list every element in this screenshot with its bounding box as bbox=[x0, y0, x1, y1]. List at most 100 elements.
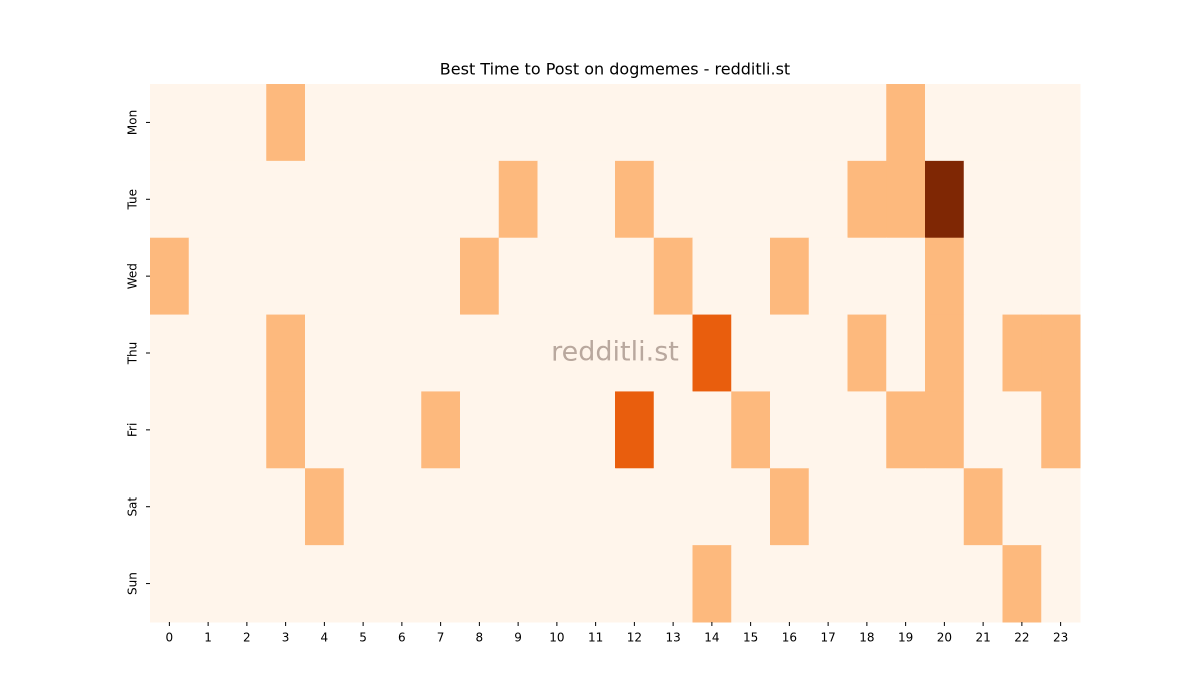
heatmap-cell bbox=[653, 237, 693, 316]
heatmap-cell bbox=[382, 237, 422, 316]
heatmap-cell bbox=[150, 237, 190, 316]
x-tick-label: 19 bbox=[898, 631, 913, 645]
heatmap-cell bbox=[731, 314, 771, 392]
x-tick-label: 14 bbox=[704, 631, 719, 645]
heatmap-cell bbox=[692, 160, 732, 239]
heatmap-cell bbox=[1002, 314, 1042, 392]
heatmap-cell bbox=[460, 545, 500, 623]
heatmap-cell bbox=[421, 314, 461, 392]
y-tick-label: Sat bbox=[126, 497, 140, 517]
heatmap-cell bbox=[963, 160, 1003, 239]
heatmap-cell bbox=[653, 314, 693, 392]
heatmap-cell bbox=[925, 468, 965, 546]
heatmap-cell bbox=[498, 237, 538, 316]
x-tick-label: 17 bbox=[820, 631, 835, 645]
heatmap-cell bbox=[537, 84, 577, 162]
heatmap-cell bbox=[537, 314, 577, 392]
x-tick-label: 3 bbox=[282, 631, 290, 645]
heatmap-cell bbox=[1002, 84, 1042, 162]
heatmap-cell bbox=[1041, 468, 1081, 546]
heatmap-cell bbox=[343, 391, 383, 469]
heatmap-cell bbox=[460, 468, 500, 546]
heatmap-cell bbox=[305, 160, 345, 239]
heatmap-cell bbox=[1002, 237, 1042, 316]
heatmap-cell bbox=[537, 545, 577, 623]
heatmap-cell bbox=[925, 545, 965, 623]
heatmap-cell bbox=[731, 160, 771, 239]
x-tick-label: 15 bbox=[743, 631, 758, 645]
heatmap-cell bbox=[731, 84, 771, 162]
heatmap-cell bbox=[847, 468, 887, 546]
heatmap-cell bbox=[925, 391, 965, 469]
heatmap-cell bbox=[266, 160, 306, 239]
heatmap-cell bbox=[498, 314, 538, 392]
heatmap-cell bbox=[886, 160, 926, 239]
heatmap-cell bbox=[305, 314, 345, 392]
heatmap-cell bbox=[305, 468, 345, 546]
heatmap-cell bbox=[692, 314, 732, 392]
heatmap-cell bbox=[808, 84, 848, 162]
heatmap-cell bbox=[847, 237, 887, 316]
heatmap-cell bbox=[498, 545, 538, 623]
heatmap-cell bbox=[615, 237, 655, 316]
heatmap-cell bbox=[305, 84, 345, 162]
heatmap-cell bbox=[731, 391, 771, 469]
heatmap-cell bbox=[305, 545, 345, 623]
x-tick-label: 6 bbox=[398, 631, 406, 645]
heatmap-cell bbox=[537, 391, 577, 469]
heatmap-cell bbox=[576, 314, 616, 392]
heatmap-cell bbox=[1002, 468, 1042, 546]
heatmap-cell bbox=[925, 237, 965, 316]
heatmap-cell bbox=[460, 314, 500, 392]
x-tick-label: 4 bbox=[321, 631, 329, 645]
heatmap-cell bbox=[460, 237, 500, 316]
heatmap-cell bbox=[963, 545, 1003, 623]
heatmap-cell bbox=[963, 314, 1003, 392]
heatmap-cell bbox=[847, 391, 887, 469]
watermark: redditli.st bbox=[551, 337, 679, 368]
heatmap-cell bbox=[382, 84, 422, 162]
heatmap-cell bbox=[188, 84, 228, 162]
heatmap-cell bbox=[421, 391, 461, 469]
heatmap-cell bbox=[886, 84, 926, 162]
x-tick-label: 5 bbox=[359, 631, 367, 645]
heatmap-cell bbox=[692, 391, 732, 469]
heatmap-cell bbox=[925, 314, 965, 392]
heatmap-cell bbox=[1002, 545, 1042, 623]
heatmap-cell bbox=[925, 84, 965, 162]
heatmap-cell bbox=[150, 84, 190, 162]
heatmap-cell bbox=[576, 160, 616, 239]
heatmap-cell bbox=[460, 84, 500, 162]
heatmap-cell bbox=[770, 84, 810, 162]
heatmap-cell bbox=[692, 237, 732, 316]
heatmap-cell bbox=[692, 468, 732, 546]
heatmap-cell bbox=[537, 468, 577, 546]
heatmap-cell bbox=[266, 468, 306, 546]
heatmap-cell bbox=[770, 160, 810, 239]
heatmap-cell bbox=[731, 545, 771, 623]
x-tick-label: 22 bbox=[1014, 631, 1029, 645]
heatmap-cell bbox=[615, 84, 655, 162]
heatmap-cell bbox=[847, 545, 887, 623]
heatmap-cell bbox=[576, 468, 616, 546]
heatmap-cell bbox=[692, 545, 732, 623]
heatmap-cell bbox=[770, 468, 810, 546]
heatmap-cell bbox=[576, 84, 616, 162]
heatmap-cell bbox=[770, 314, 810, 392]
heatmap-cell bbox=[188, 391, 228, 469]
heatmap-cell bbox=[1041, 545, 1081, 623]
heatmap-cell bbox=[266, 84, 306, 162]
heatmap-cell bbox=[227, 545, 267, 623]
heatmap-cell bbox=[1041, 84, 1081, 162]
heatmap-cell bbox=[963, 84, 1003, 162]
heatmap-cell bbox=[227, 314, 267, 392]
heatmap-cell bbox=[576, 237, 616, 316]
heatmap-cell bbox=[305, 237, 345, 316]
heatmap-cell bbox=[382, 314, 422, 392]
y-tick-label: Wed bbox=[126, 263, 140, 289]
heatmap-cell bbox=[150, 468, 190, 546]
heatmap-cell bbox=[150, 160, 190, 239]
heatmap-cell bbox=[808, 314, 848, 392]
heatmap-cell bbox=[498, 468, 538, 546]
